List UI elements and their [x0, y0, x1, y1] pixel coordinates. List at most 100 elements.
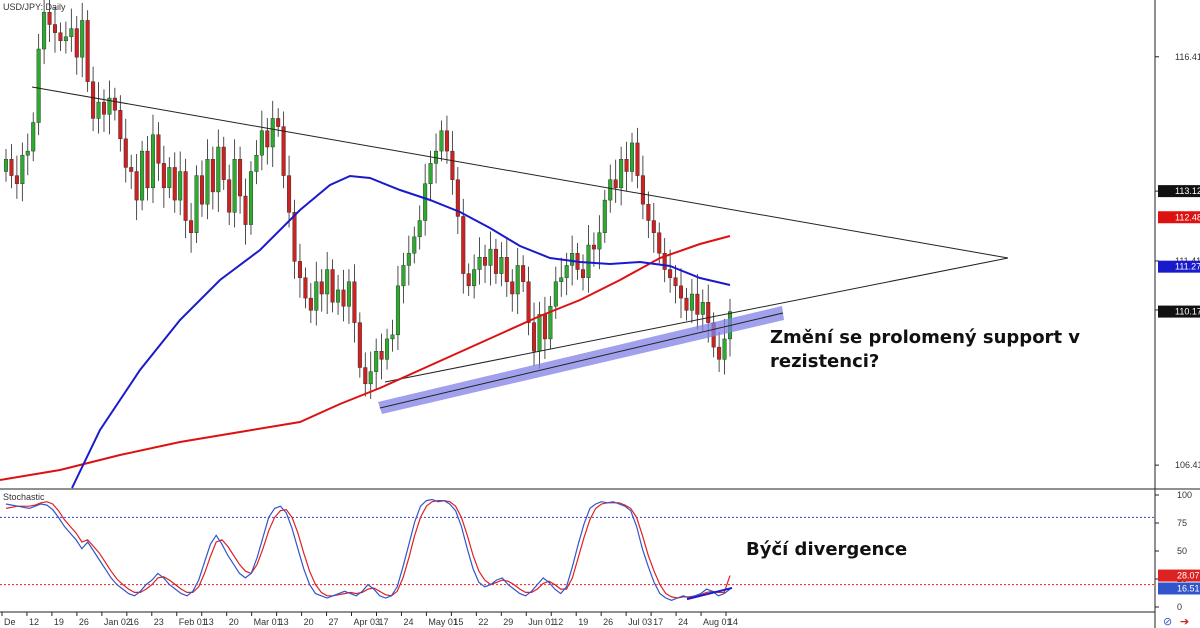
candle-body — [352, 281, 357, 323]
candle-body — [542, 314, 547, 340]
candle-body — [58, 32, 63, 42]
candle-body — [91, 81, 96, 119]
candle-body — [417, 220, 422, 238]
candle-body — [297, 261, 302, 278]
price-tag-label: 111.27 — [1175, 262, 1200, 272]
candle-body — [510, 281, 515, 295]
candle-body — [336, 289, 341, 303]
stoch-tag-label: 16.51 — [1177, 584, 1200, 594]
price-tag-bg — [1158, 305, 1200, 318]
stoch-tag-label: 28.07 — [1177, 571, 1200, 581]
candle-body — [499, 257, 504, 274]
annotation-main-line: Změní se prolomený support v — [770, 327, 1080, 348]
candle-body — [330, 269, 335, 303]
candle-body — [52, 24, 57, 33]
time-tick-label: 24 — [403, 617, 413, 627]
candle-body — [668, 269, 673, 278]
candle-body — [243, 195, 248, 225]
candle-body — [248, 171, 253, 225]
candle-body — [363, 367, 368, 385]
stoch-tick-label: 0 — [1177, 602, 1182, 612]
candle-body — [145, 150, 150, 189]
candle-body — [493, 248, 498, 274]
candle-body — [657, 232, 662, 254]
candle-body — [515, 265, 520, 295]
candle-body — [150, 134, 155, 189]
candle-body — [259, 130, 264, 156]
time-tick-label: 20 — [229, 617, 239, 627]
candle-body — [455, 179, 460, 217]
candle-body — [112, 97, 117, 111]
candle-body — [488, 248, 493, 266]
candle-body — [292, 212, 297, 262]
candle-body — [183, 171, 188, 221]
candle-body — [613, 179, 618, 189]
candle-body — [20, 154, 25, 184]
link-icon: ⊘ — [1163, 615, 1172, 628]
candle-body — [25, 150, 30, 156]
candle-body — [210, 159, 215, 193]
time-tick-label: Mar 01 — [254, 617, 282, 627]
candle-body — [619, 159, 624, 189]
candle-body — [276, 118, 281, 127]
candle-body — [118, 110, 123, 140]
arrow-icon: ➔ — [1180, 615, 1189, 628]
candle-body — [679, 285, 684, 299]
candle-body — [444, 130, 449, 152]
candle-body — [700, 301, 705, 315]
price-tick-label: 116.41 — [1175, 52, 1200, 62]
time-tick-label: 26 — [603, 617, 613, 627]
descending-trendline — [31, 86, 1009, 259]
time-tick-label: Aug 01 — [703, 617, 732, 627]
candle-body — [466, 273, 471, 287]
candle-body — [254, 154, 259, 172]
candle-body — [227, 179, 232, 213]
candle-body — [684, 297, 689, 311]
price-tick-label: 106.41 — [1175, 460, 1200, 470]
candle-body — [450, 150, 455, 180]
candle-body — [232, 159, 237, 213]
price-tag-bg — [1158, 185, 1200, 198]
time-tick-label: De — [4, 617, 16, 627]
time-tick-label: 23 — [154, 617, 164, 627]
candle-body — [194, 175, 199, 233]
price-tag-bg — [1158, 211, 1200, 224]
candle-body — [586, 244, 591, 278]
indicator-label: Stochastic — [3, 492, 45, 502]
candle-body — [689, 293, 694, 311]
time-tick-label: 15 — [453, 617, 463, 627]
candle-body — [406, 252, 411, 266]
candle-body — [472, 269, 477, 287]
candle-body — [281, 126, 286, 176]
candle-body — [401, 265, 406, 287]
candle-body — [270, 118, 275, 148]
candle-body — [374, 350, 379, 372]
annotation-main-line: rezistenci? — [770, 351, 879, 372]
candle-body — [63, 36, 68, 42]
support-line — [379, 312, 784, 409]
time-tick-label: 20 — [304, 617, 314, 627]
candle-body — [85, 20, 90, 82]
stoch-tick-label: 100 — [1177, 490, 1192, 500]
candle-body — [526, 281, 531, 323]
time-tick-label: 29 — [503, 617, 513, 627]
candle-body — [483, 257, 488, 266]
time-tick-label: 19 — [578, 617, 588, 627]
candle-body — [608, 179, 613, 201]
divergence-line — [686, 586, 733, 601]
candles — [3, 0, 733, 399]
candle-body — [205, 159, 210, 205]
candle-body — [216, 146, 221, 193]
candle-body — [42, 12, 47, 50]
candle-body — [123, 138, 128, 168]
candle-body — [325, 269, 330, 295]
candle-body — [553, 281, 558, 307]
candle-body — [597, 232, 602, 250]
candle-body — [635, 142, 640, 176]
candle-body — [504, 257, 509, 282]
candle-body — [346, 281, 351, 307]
candle-body — [651, 220, 656, 233]
price-tag: 111.27 — [1158, 260, 1200, 273]
time-tick-label: 17 — [378, 617, 388, 627]
candle-body — [287, 175, 292, 213]
